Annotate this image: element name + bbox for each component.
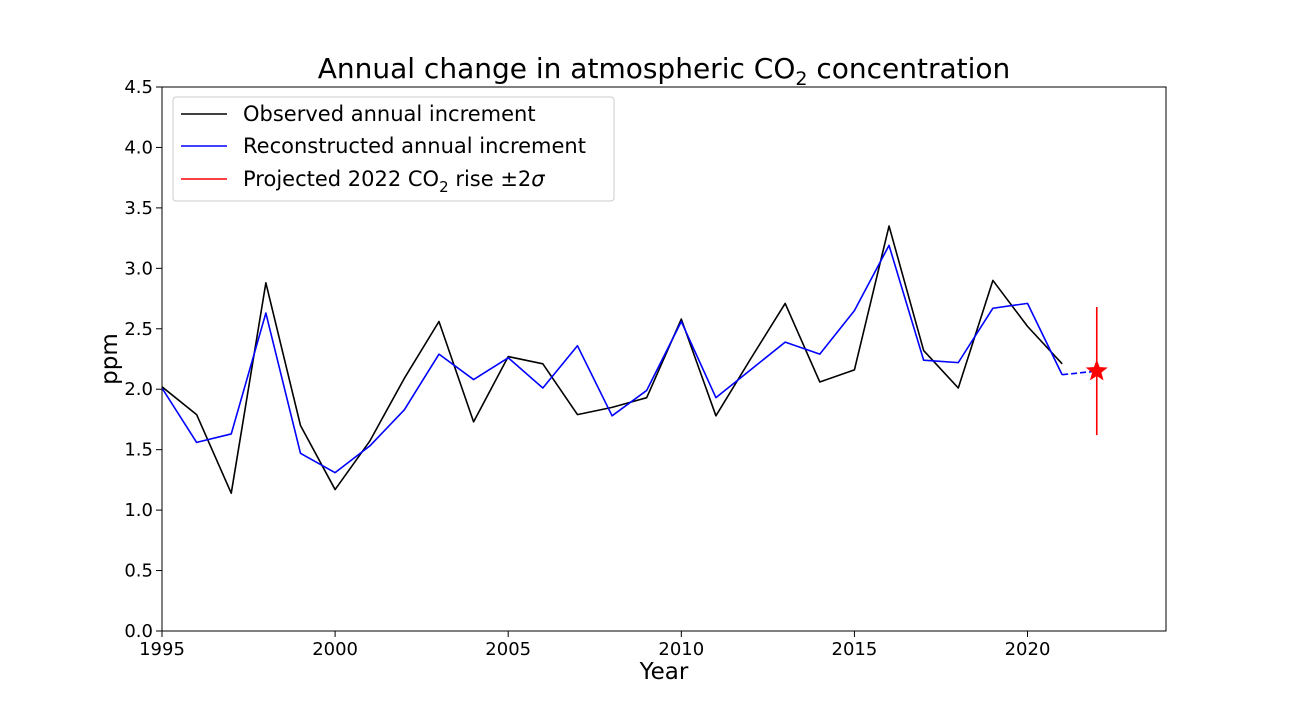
x-tick-label: 1995 [139,639,185,660]
legend-label-projected: Projected 2022 CO2 rise ±2σ [243,167,545,196]
chart-title: Annual change in atmospheric CO2 concent… [318,52,1011,90]
legend-projected-subscript: 2 [439,178,449,196]
x-tick-label: 2000 [312,639,358,660]
chart-title-prefix: Annual change in atmospheric CO [318,52,796,85]
y-tick-label: 1.5 [124,440,153,461]
y-tick-label: 4.5 [124,77,153,98]
x-axis-label: Year [639,659,689,685]
x-tick-label: 2020 [1005,639,1051,660]
y-tick-label: 2.5 [124,319,153,340]
y-tick-label: 0.0 [124,621,153,642]
y-axis-label: ppm [97,333,123,385]
legend-projected-symbol: σ [531,167,545,191]
y-tick-label: 2.0 [124,379,153,400]
series-line-reconstructed [162,244,1063,474]
chart-title-subscript: 2 [795,68,807,90]
legend-projected-suffix: rise ±2 [449,167,532,191]
legend-projected-prefix: Projected 2022 CO [243,167,439,191]
legend-label-observed: Observed annual increment [243,102,536,126]
chart-title-suffix: concentration [807,52,1010,85]
axes-frame [161,86,1167,632]
x-tick-label: 2010 [658,639,704,660]
legend-label-reconstructed: Reconstructed annual increment [243,134,586,158]
series-line-observed [162,225,1063,494]
y-tick-label: 0.5 [124,561,153,582]
y-tick-label: 3.0 [124,258,153,279]
legend: Observed annual increment Reconstructed … [172,96,615,202]
y-tick-label: 3.5 [124,198,153,219]
legend-box [172,96,615,202]
y-tick-label: 4.0 [124,137,153,158]
x-tick-label: 2015 [832,639,878,660]
plot-area [162,225,1108,494]
projection-star-marker [1085,359,1108,381]
x-tick-label: 2005 [485,639,531,660]
axes: 1995 2000 2005 2010 2015 2020 0.0 0.5 1.0 1.5 2.0 2… [124,77,1167,660]
y-tick-label: 1.0 [124,500,153,521]
